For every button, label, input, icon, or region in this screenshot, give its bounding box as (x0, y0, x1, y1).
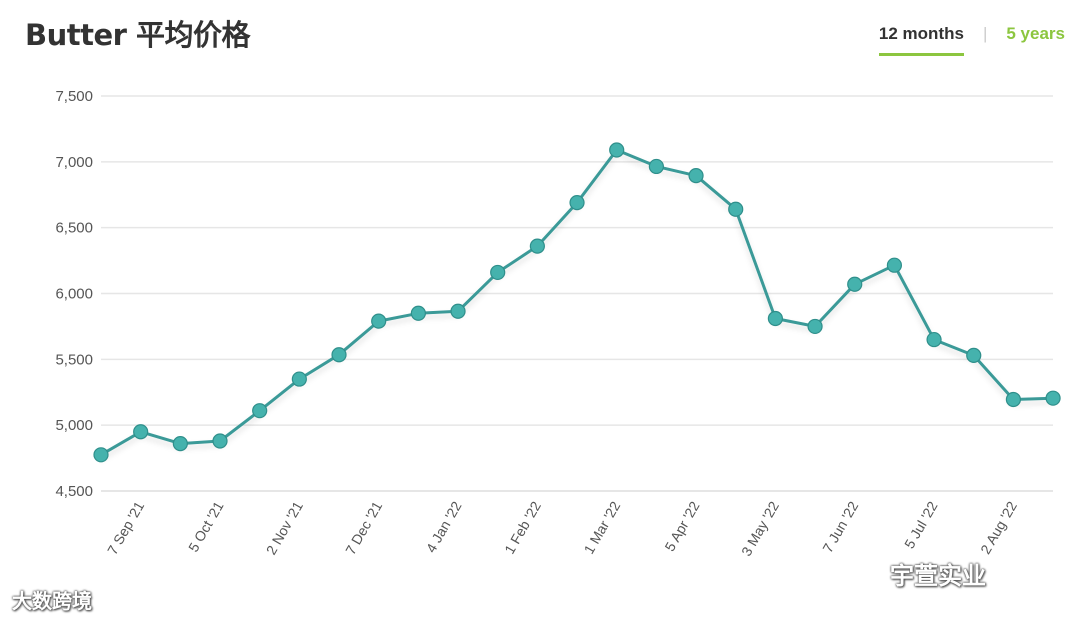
series-group (93, 142, 1061, 463)
watermark-left: 大数跨境 (12, 589, 92, 613)
tab-separator: | (982, 24, 988, 43)
data-point (331, 347, 347, 363)
y-axis-ticks: 7,500 7,000 6,500 6,000 5,500 5,000 4,500 (55, 88, 93, 500)
x-tick-label: 7 Jun '22 (819, 498, 861, 555)
data-point (728, 201, 744, 217)
x-tick-label: 7 Sep '21 (104, 498, 147, 557)
data-point (807, 318, 823, 335)
data-point (252, 403, 268, 419)
data-point (688, 168, 704, 184)
data-point (371, 313, 387, 329)
y-tick-label: 7,500 (55, 88, 93, 105)
x-axis-ticks: 7 Sep '21 5 Oct '21 2 Nov '21 7 Dec '21 4 Ja… (104, 498, 1020, 558)
x-tick-label: 1 Mar '22 (580, 498, 623, 556)
x-tick-label: 5 Oct '21 (185, 498, 227, 554)
tab-12-months[interactable]: 12 months (878, 24, 964, 56)
data-point (767, 310, 783, 327)
x-tick-label: 3 May '22 (738, 498, 782, 558)
data-point (529, 238, 545, 254)
data-point (569, 195, 585, 211)
chart-title: Butter 平均价格 (25, 18, 251, 52)
x-tick-label: 5 Apr '22 (661, 498, 702, 554)
data-point (93, 447, 109, 463)
data-point (926, 331, 942, 348)
period-tabs: 12 months | 5 years (878, 24, 1065, 56)
x-tick-label: 7 Dec '21 (342, 498, 385, 557)
data-point (1045, 390, 1061, 406)
watermark-right: 宇萱实业 (890, 562, 986, 590)
data-point (212, 433, 228, 449)
y-tick-label: 7,000 (55, 154, 93, 171)
data-point (490, 264, 506, 281)
x-tick-label: 2 Aug '22 (977, 498, 1020, 556)
x-tick-label: 1 Feb '22 (501, 498, 544, 556)
grid-lines (101, 95, 1053, 492)
data-point (172, 436, 188, 452)
data-point (847, 276, 863, 292)
data-point (291, 371, 307, 387)
data-point (609, 142, 625, 158)
y-tick-label: 6,500 (55, 220, 93, 237)
data-point (648, 158, 664, 175)
y-tick-label: 4,500 (55, 483, 93, 500)
data-point (886, 257, 903, 273)
data-point (410, 305, 426, 321)
data-point (1005, 391, 1022, 408)
data-point (966, 347, 982, 363)
y-tick-label: 5,000 (55, 417, 93, 434)
x-tick-label: 5 Jul '22 (901, 498, 941, 551)
tab-5-years[interactable]: 5 years (1006, 24, 1065, 43)
y-tick-label: 5,500 (55, 351, 93, 368)
data-point (133, 424, 149, 440)
data-point (450, 303, 466, 319)
x-tick-label: 2 Nov '21 (263, 498, 306, 557)
y-tick-label: 6,000 (55, 286, 93, 303)
x-tick-label: 4 Jan '22 (423, 498, 465, 555)
